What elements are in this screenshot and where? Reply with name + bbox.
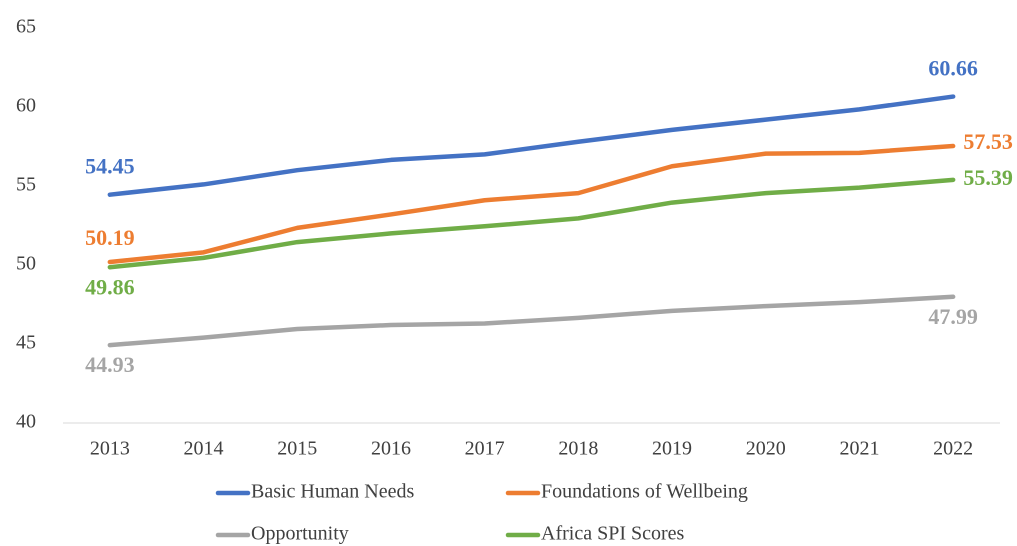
- y-tick-label: 40: [16, 411, 36, 433]
- x-tick-label: 2022: [933, 438, 973, 460]
- y-tick-label: 60: [16, 95, 36, 117]
- y-tick-label: 45: [16, 332, 36, 354]
- data-label: 50.19: [85, 225, 135, 250]
- x-tick-label: 2019: [652, 438, 692, 460]
- series-line: [107, 143, 956, 265]
- x-tick-label: 2021: [839, 438, 879, 460]
- legend-label: Africa SPI Scores: [541, 523, 685, 545]
- y-tick-label: 55: [16, 174, 36, 196]
- x-tick-label: 2015: [277, 438, 317, 460]
- x-tick-label: 2018: [558, 438, 598, 460]
- x-tick-label: 2020: [746, 438, 786, 460]
- x-tick-label: 2014: [184, 438, 224, 460]
- data-label: 47.99: [928, 304, 978, 329]
- x-tick-label: 2016: [371, 438, 411, 460]
- x-tick-label: 2017: [465, 438, 505, 460]
- series-line: [107, 177, 956, 270]
- legend-label: Foundations of Wellbeing: [541, 481, 748, 503]
- data-label: 54.45: [85, 154, 135, 179]
- data-label: 57.53: [963, 129, 1013, 154]
- y-tick-label: 65: [16, 16, 36, 38]
- series-line: [107, 94, 956, 197]
- data-label: 49.86: [85, 274, 135, 299]
- data-label: 44.93: [85, 352, 135, 377]
- data-label: 55.39: [963, 165, 1013, 190]
- data-label: 60.66: [928, 56, 978, 81]
- series-line: [107, 294, 956, 348]
- legend-label: Opportunity: [251, 523, 349, 545]
- x-tick-label: 2013: [90, 438, 130, 460]
- y-tick-label: 50: [16, 253, 36, 275]
- legend-label: Basic Human Needs: [251, 481, 415, 503]
